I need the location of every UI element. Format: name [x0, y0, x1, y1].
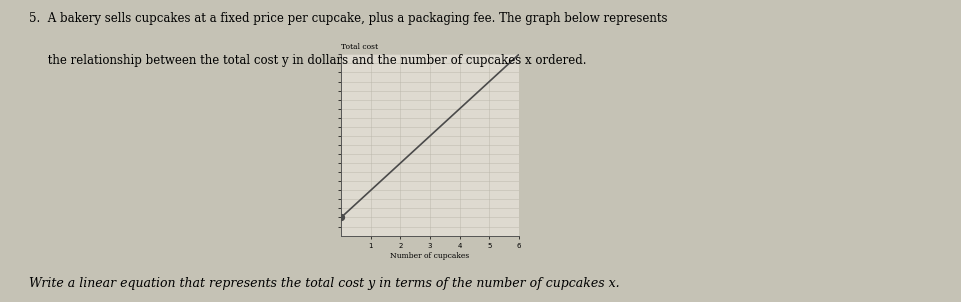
Text: 5.  A bakery sells cupcakes at a fixed price per cupcake, plus a packaging fee. : 5. A bakery sells cupcakes at a fixed pr… — [29, 12, 667, 25]
Text: Write a linear equation that represents the total cost y in terms of the number : Write a linear equation that represents … — [29, 277, 620, 290]
Text: Total cost: Total cost — [341, 43, 379, 51]
Text: the relationship between the total cost y in dollars and the number of cupcakes : the relationship between the total cost … — [29, 54, 586, 67]
X-axis label: Number of cupcakes: Number of cupcakes — [390, 252, 470, 260]
Point — [333, 215, 349, 220]
